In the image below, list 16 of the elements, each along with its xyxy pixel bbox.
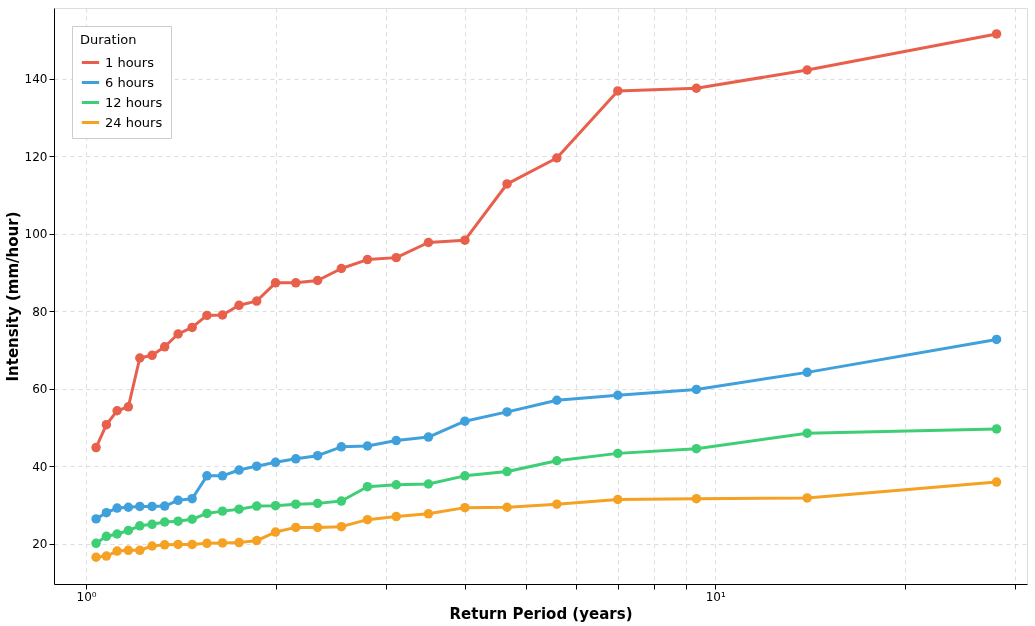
legend-label: 6 hours — [105, 74, 155, 90]
y-tick-label: 100 — [24, 227, 48, 242]
x-axis-title: Return Period (years) — [449, 604, 633, 623]
y-tick-label: 40 — [32, 459, 48, 474]
y-tick-label: 120 — [24, 149, 48, 164]
legend-label: 12 hours — [105, 94, 163, 110]
y-tick-label: 140 — [24, 72, 48, 87]
legend-label: 24 hours — [105, 114, 163, 130]
y-axis-title: Intensity (mm/hour) — [3, 211, 22, 382]
legend-label: 1 hours — [105, 54, 155, 70]
y-tick-label: 80 — [32, 304, 48, 319]
legend-title: Duration — [80, 32, 137, 47]
y-tick-label: 20 — [32, 537, 48, 552]
y-tick-label: 60 — [32, 382, 48, 397]
x-tick-label: 10⁰ — [76, 589, 97, 604]
x-tick-label: 10¹ — [705, 589, 726, 604]
